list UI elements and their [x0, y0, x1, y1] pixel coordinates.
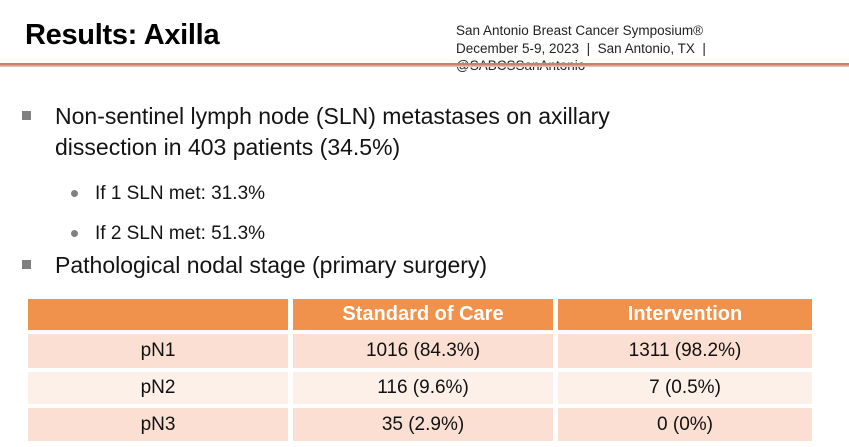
event-info: San Antonio Breast Cancer Symposium® Dec…	[456, 22, 841, 75]
bullet-text: If 2 SLN met: 51.3%	[95, 223, 266, 244]
bullet-item-sln-metastases: Non-sentinel lymph node (SLN) metastases…	[22, 101, 655, 163]
bullet-text: If 1 SLN met: 31.3%	[95, 183, 266, 204]
table-header-standard-of-care: Standard of Care	[293, 299, 553, 330]
table-cell-pn1-intervention: 1311 (98.2%)	[558, 334, 812, 368]
table-cell-pn1-label: pN1	[28, 334, 288, 368]
bullet-item-1-sln-met: If 1 SLN met: 31.3%	[71, 183, 265, 204]
table-cell-pn2-label: pN2	[28, 372, 288, 404]
table-cell-pn1-standard-of-care: 1016 (84.3%)	[293, 334, 553, 368]
table-cell-pn3-label: pN3	[28, 408, 288, 441]
table-cell-pn3-standard-of-care: 35 (2.9%)	[293, 408, 553, 441]
table-header-intervention: Intervention	[558, 299, 812, 330]
square-bullet-icon	[22, 111, 31, 120]
event-name: San Antonio Breast Cancer Symposium®	[456, 23, 704, 38]
event-details: December 5-9, 2023 | San Antonio, TX | @…	[456, 40, 706, 74]
table-cell-pn3-intervention: 0 (0%)	[558, 408, 812, 441]
table-cell-pn2-intervention: 7 (0.5%)	[558, 372, 812, 404]
nodal-stage-table: Standard of Care Intervention pN1 1016 (…	[28, 299, 812, 441]
bullet-item-2-sln-met: If 2 SLN met: 51.3%	[71, 223, 265, 244]
header-divider	[0, 63, 849, 67]
square-bullet-icon	[22, 260, 31, 269]
page-title: Results: Axilla	[25, 19, 220, 51]
table-header-empty	[28, 299, 288, 330]
circle-bullet-icon	[71, 230, 78, 237]
bullet-text: Pathological nodal stage (primary surger…	[55, 252, 488, 278]
table-cell-pn2-standard-of-care: 116 (9.6%)	[293, 372, 553, 404]
bullet-item-pathological-nodal-stage: Pathological nodal stage (primary surger…	[22, 250, 655, 281]
bullet-text: Non-sentinel lymph node (SLN) metastases…	[55, 103, 610, 160]
circle-bullet-icon	[71, 190, 78, 197]
